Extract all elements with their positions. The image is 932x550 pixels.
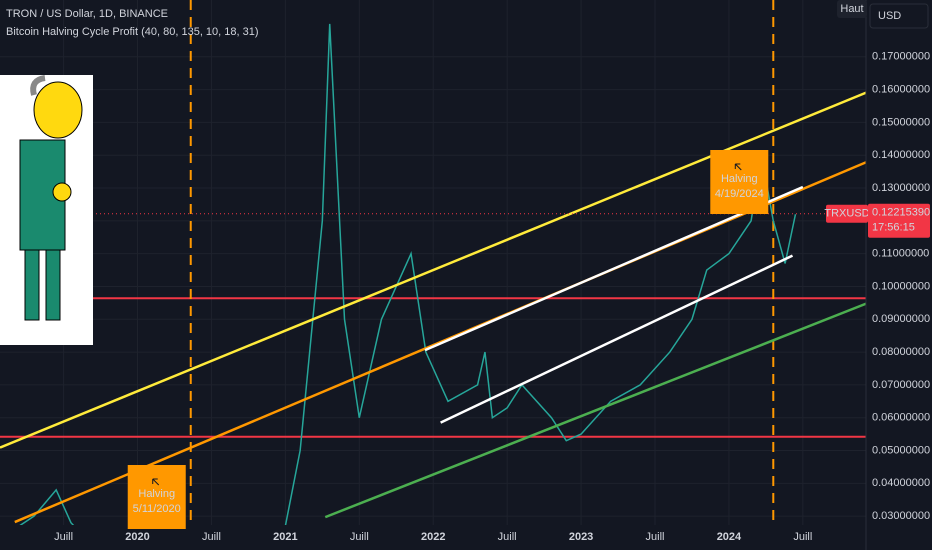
y-tick-label: 0.03000000 [872, 510, 930, 522]
auto-button[interactable] [837, 0, 867, 18]
x-tick-label: Juill [793, 531, 812, 543]
x-tick-label: 2023 [569, 531, 593, 543]
price-badge [868, 203, 930, 238]
y-tick-label: 0.09000000 [872, 313, 930, 325]
halving-box [710, 150, 769, 214]
y-tick-label: 0.04000000 [872, 477, 930, 489]
currency-button[interactable] [869, 3, 929, 29]
y-tick-label: 0.14000000 [872, 149, 930, 161]
price-line [19, 23, 797, 525]
y-tick-label: 0.11000000 [872, 248, 929, 260]
auto-label[interactable]: Haut [840, 3, 863, 15]
symbol-label: TRXUSD [824, 208, 869, 220]
halving-label: Halving [721, 173, 758, 185]
y-tick-label: 0.16000000 [872, 83, 930, 95]
x-tick-label: 2024 [717, 531, 742, 543]
halving-date: 4/19/2024 [715, 188, 764, 200]
halving-box [127, 465, 186, 529]
x-tick-label: Juill [350, 531, 369, 543]
y-tick-label: 0.05000000 [872, 444, 930, 456]
y-tick-label: 0.06000000 [872, 412, 930, 424]
halving-label: Halving [138, 488, 175, 500]
last-price-label: 0.12215390 [872, 207, 930, 219]
pickaxe-icon [734, 163, 742, 171]
currency-label[interactable]: USD [878, 10, 901, 22]
y-tick-label: 0.07000000 [872, 379, 930, 391]
trend-line [424, 185, 804, 352]
chart-title: TRON / US Dollar, 1D, BINANCE [6, 8, 168, 20]
symbol-badge [826, 204, 868, 223]
countdown-label: 17:56:15 [872, 222, 915, 234]
x-tick-label: 2020 [125, 531, 149, 543]
x-tick-label: 2022 [421, 531, 445, 543]
x-tick-label: Juill [646, 531, 665, 543]
pickaxe-icon [152, 478, 160, 486]
x-tick-label: Juill [54, 531, 73, 543]
y-tick-label: 0.10000000 [872, 280, 930, 292]
mascot [0, 75, 93, 345]
trend-line [324, 302, 866, 519]
x-tick-label: 2021 [273, 531, 297, 543]
x-tick-label: Juill [498, 531, 517, 543]
indicator-label: Bitcoin Halving Cycle Profit (40, 80, 13… [6, 26, 259, 38]
halving-date: 5/11/2020 [133, 503, 181, 515]
y-tick-label: 0.15000000 [872, 116, 930, 128]
trend-line [440, 254, 794, 424]
x-tick-label: Juill [202, 531, 221, 543]
y-tick-label: 0.13000000 [872, 182, 930, 194]
y-tick-label: 0.08000000 [872, 346, 930, 358]
y-tick-label: 0.17000000 [872, 51, 930, 63]
